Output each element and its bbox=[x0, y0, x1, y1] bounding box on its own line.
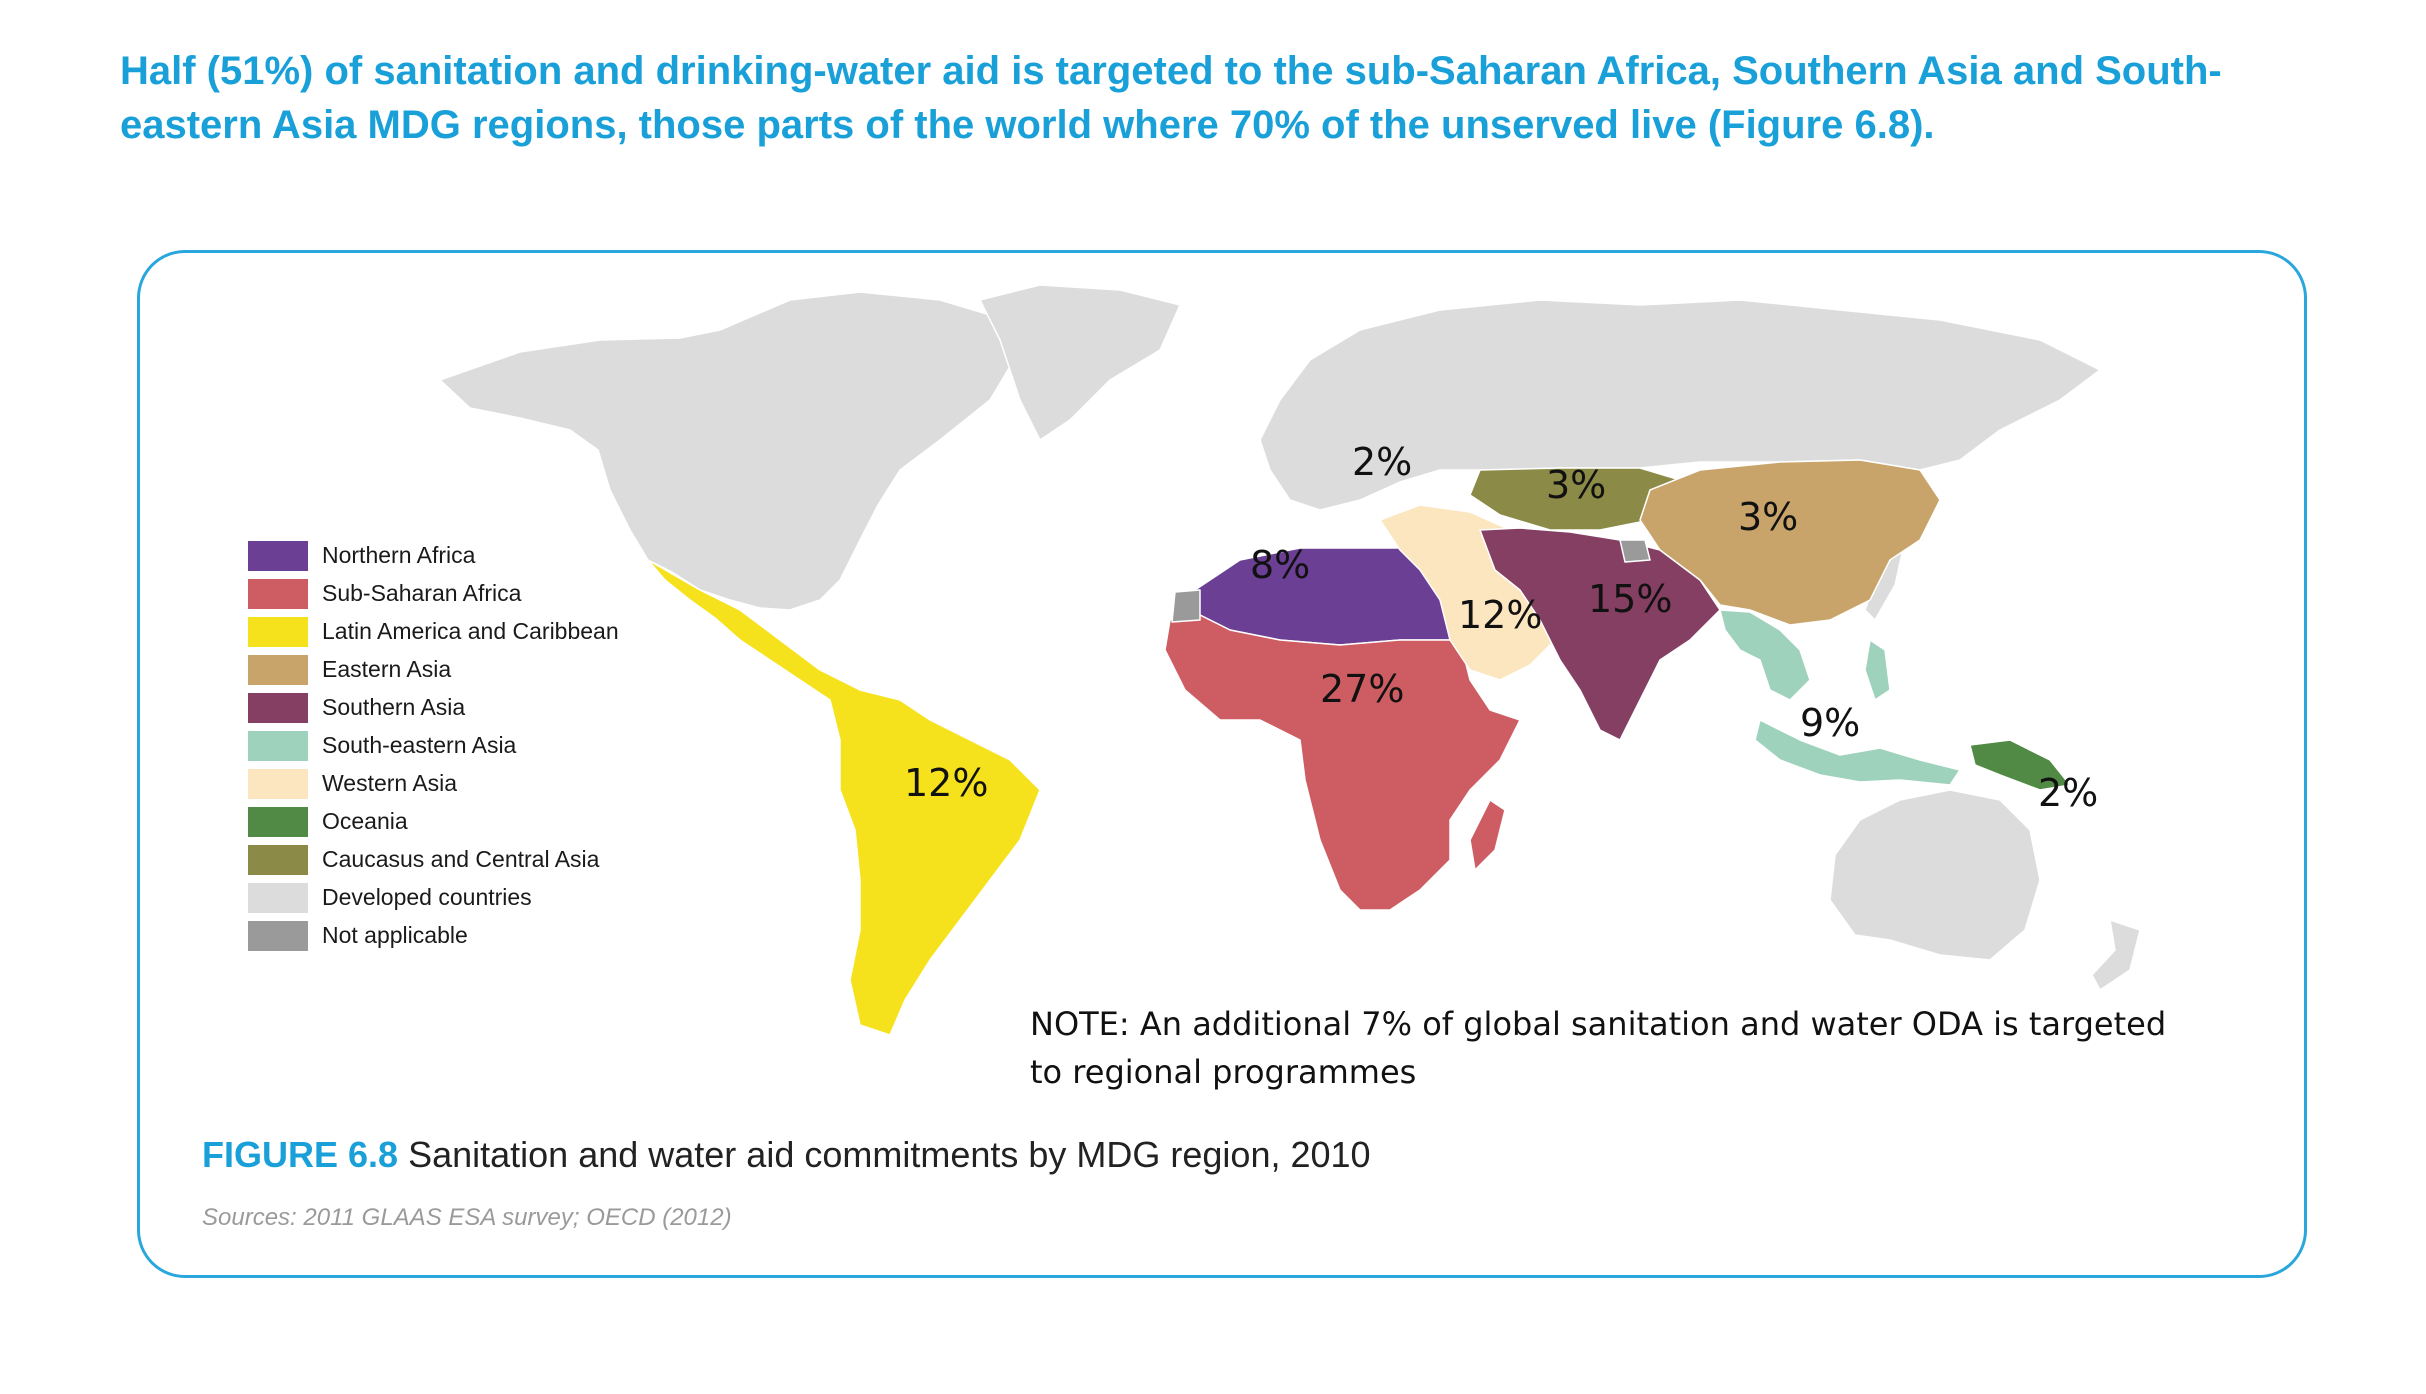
map-label-oceania: 2% bbox=[2038, 771, 2098, 815]
map-label-latin-america: 12% bbox=[904, 761, 988, 805]
region-philippines bbox=[1864, 639, 1891, 701]
figure-frame bbox=[137, 250, 2307, 1278]
region-latin-america bbox=[647, 559, 1041, 1036]
legend-label: Caucasus and Central Asia bbox=[322, 846, 600, 872]
figure-title: Sanitation and water aid commitments by … bbox=[408, 1134, 1371, 1175]
legend-label: Western Asia bbox=[322, 770, 458, 796]
legend-label: Eastern Asia bbox=[322, 656, 452, 682]
map-label-sub-saharan-africa: 27% bbox=[1320, 667, 1404, 711]
headline: Half (51%) of sanitation and drinking-wa… bbox=[120, 49, 2222, 147]
legend-swatch bbox=[248, 655, 308, 685]
legend-label: Not applicable bbox=[322, 922, 468, 948]
note: NOTE: An additional 7% of global sanitat… bbox=[1030, 1005, 2167, 1091]
legend-swatch bbox=[248, 769, 308, 799]
region-oceania bbox=[1969, 739, 2071, 791]
figure-caption: FIGURE 6.8 Sanitation and water aid comm… bbox=[202, 1134, 1371, 1176]
map-label-eastern-asia: 3% bbox=[1738, 495, 1798, 539]
map-label-south-eastern-asia: 9% bbox=[1800, 701, 1860, 745]
legend-swatch bbox=[248, 883, 308, 913]
legend-swatch bbox=[248, 579, 308, 609]
legend-label: Oceania bbox=[322, 808, 408, 834]
legend-swatch bbox=[248, 617, 308, 647]
legend-swatch bbox=[248, 693, 308, 723]
region-new-zealand bbox=[2091, 919, 2141, 991]
legend-label: Latin America and Caribbean bbox=[322, 618, 619, 644]
region-greenland bbox=[979, 284, 1181, 441]
legend-swatch bbox=[248, 845, 308, 875]
legend-label: Developed countries bbox=[322, 884, 532, 910]
map-label-northern-africa: 8% bbox=[1250, 543, 1310, 587]
legend-label: Northern Africa bbox=[322, 542, 476, 568]
legend-swatch bbox=[248, 541, 308, 571]
map-label-southern-asia: 15% bbox=[1588, 577, 1672, 621]
legend-swatch bbox=[248, 921, 308, 951]
region-north-america bbox=[439, 291, 1021, 611]
region-madagascar bbox=[1469, 799, 1506, 871]
region-south-eastern-asia bbox=[1719, 609, 1811, 701]
region-sub-saharan-africa bbox=[1164, 614, 1521, 911]
figure-number: FIGURE 6.8 bbox=[202, 1134, 399, 1175]
map-label-caucasus-central-asia: 3% bbox=[1546, 463, 1606, 507]
region-western-sahara bbox=[1171, 589, 1201, 623]
region-eastern-asia bbox=[1639, 459, 1941, 626]
map-label-western-asia: 12% bbox=[1458, 593, 1542, 637]
region-europe-russia bbox=[1259, 299, 2101, 511]
legend-label: South-eastern Asia bbox=[322, 732, 517, 758]
region-se-asia-islands bbox=[1754, 719, 1961, 786]
legend-swatch bbox=[248, 807, 308, 837]
legend-label: Southern Asia bbox=[322, 694, 466, 720]
map-label-developed: 2% bbox=[1352, 440, 1412, 484]
sources: Sources: 2011 GLAAS ESA survey; OECD (20… bbox=[202, 1204, 732, 1231]
legend-label: Sub-Saharan Africa bbox=[322, 580, 522, 606]
region-kashmir bbox=[1619, 539, 1651, 563]
legend-swatch bbox=[248, 731, 308, 761]
region-australia bbox=[1829, 789, 2041, 961]
region-caucasus-central-asia bbox=[1469, 467, 1681, 531]
region-southern-asia bbox=[1479, 527, 1721, 741]
